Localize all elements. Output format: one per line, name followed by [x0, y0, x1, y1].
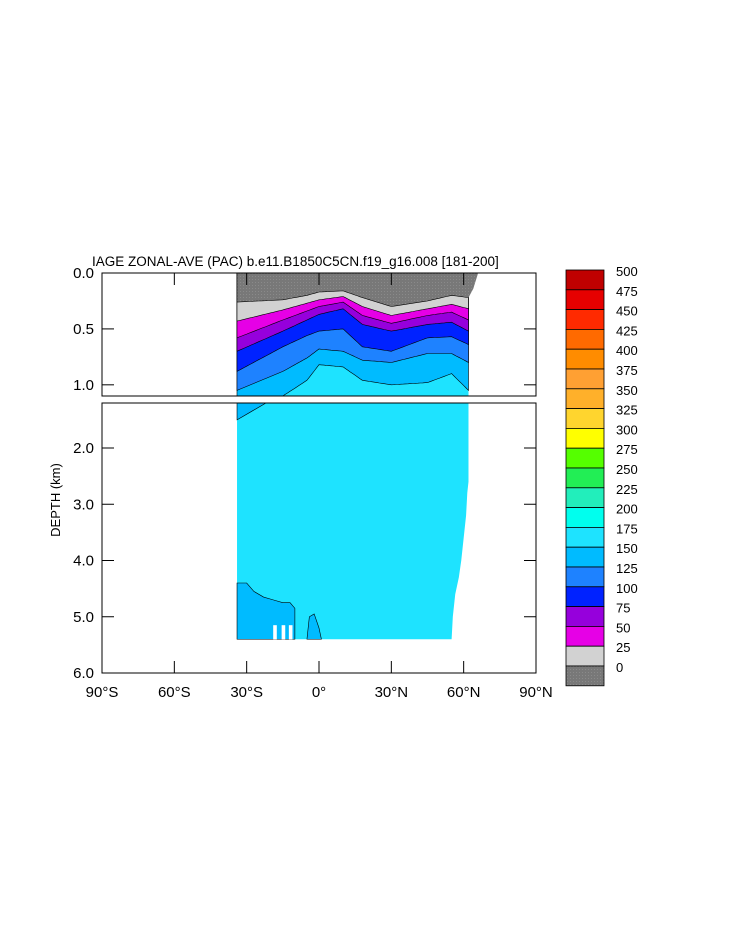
colorbar-label-9: 275: [616, 442, 638, 457]
colorbar-label-2: 450: [616, 304, 638, 319]
x-tick-label-1: 60°S: [158, 684, 191, 701]
colorbar-swatch-18: [565, 626, 605, 647]
chart-title: IAGE ZONAL-AVE (PAC) b.e11.B1850C5CN.f19…: [92, 254, 499, 269]
colorbar-label-14: 150: [616, 541, 638, 556]
lower-blob-equator: [306, 613, 322, 640]
colorbar-swatch-6: [565, 388, 605, 409]
y-axis-label: DEPTH (km): [48, 463, 63, 537]
y-tick-label-lower-4: 6.0: [73, 665, 94, 682]
colorbar-swatch-2: [565, 309, 605, 330]
lower-panel-fill: [236, 403, 469, 640]
colorbar-label-8: 300: [616, 422, 638, 437]
colorbar-label-7: 325: [616, 403, 638, 418]
colorbar-swatch-20: [565, 665, 605, 687]
colorbar-swatch-15: [565, 566, 605, 588]
lower-notch-2: [288, 625, 293, 640]
x-tick-label-4: 30°N: [375, 684, 409, 701]
y-tick-label-lower-0: 2.0: [73, 440, 94, 457]
y-tick-label-lower-1: 3.0: [73, 496, 94, 513]
x-tick-label-2: 30°S: [230, 684, 263, 701]
colorbar-label-15: 125: [616, 561, 638, 576]
y-tick-label-upper-0: 0.0: [73, 265, 94, 282]
colorbar-label-11: 225: [616, 482, 638, 497]
colorbar-label-19: 25: [616, 640, 630, 655]
colorbar-label-6: 350: [616, 383, 638, 398]
lower-wedge-top: [236, 403, 267, 421]
colorbar-swatch-5: [565, 368, 605, 390]
colorbar-label-20: 0: [616, 660, 623, 675]
lower-notch-1: [281, 625, 286, 640]
colorbar-swatch-13: [565, 527, 605, 548]
colorbar-label-17: 75: [616, 601, 630, 616]
colorbar-label-12: 200: [616, 502, 638, 517]
lower-band-175-200: [237, 403, 469, 640]
colorbar-label-4: 400: [616, 343, 638, 358]
upper-band-0-25: [236, 273, 469, 307]
colorbar-label-16: 100: [616, 581, 638, 596]
colorbar-swatch-7: [565, 408, 605, 429]
y-tick-label-lower-2: 4.0: [73, 553, 94, 570]
x-tick-label-6: 90°N: [519, 684, 553, 701]
lower-notch-0: [273, 625, 277, 640]
colorbar-label-18: 50: [616, 620, 630, 635]
y-tick-label-upper-1: 0.5: [73, 321, 94, 338]
colorbar-swatch-3: [565, 328, 605, 350]
colorbar-swatch-4: [565, 348, 605, 370]
colorbar-swatch-11: [565, 487, 605, 508]
y-tick-label-lower-3: 5.0: [73, 609, 94, 626]
x-tick-label-5: 60°N: [447, 684, 481, 701]
colorbar-swatch-12: [565, 507, 605, 528]
colorbar-swatch-9: [565, 447, 605, 469]
colorbar: 5004754504254003753503253002752502252001…: [565, 264, 638, 687]
colorbar-label-5: 375: [616, 363, 638, 378]
colorbar-swatch-1: [565, 289, 605, 310]
colorbar-swatch-19: [565, 645, 605, 667]
upper-panel-fill: [236, 273, 479, 396]
upper-cap-60n: [458, 273, 479, 298]
colorbar-swatch-14: [565, 546, 605, 568]
colorbar-label-3: 425: [616, 323, 638, 338]
x-tick-label-3: 0°: [312, 684, 326, 701]
colorbar-label-0: 500: [616, 264, 638, 279]
x-axis: 90°S 60°S 30°S 0° 30°N 60°N 90°N: [86, 273, 553, 701]
y-axis: 0.0 0.5 1.0 2.0 3.0 4.0 5.0 6.0: [73, 265, 536, 682]
y-tick-label-upper-2: 1.0: [73, 377, 94, 394]
colorbar-label-1: 475: [616, 284, 638, 299]
colorbar-swatch-17: [565, 606, 605, 627]
colorbar-label-13: 175: [616, 521, 638, 536]
colorbar-swatch-0: [565, 269, 605, 291]
colorbar-swatch-8: [565, 427, 605, 449]
x-tick-label-0: 90°S: [86, 684, 119, 701]
colorbar-swatch-10: [565, 467, 605, 489]
colorbar-swatch-16: [565, 586, 605, 607]
colorbar-label-10: 250: [616, 462, 638, 477]
